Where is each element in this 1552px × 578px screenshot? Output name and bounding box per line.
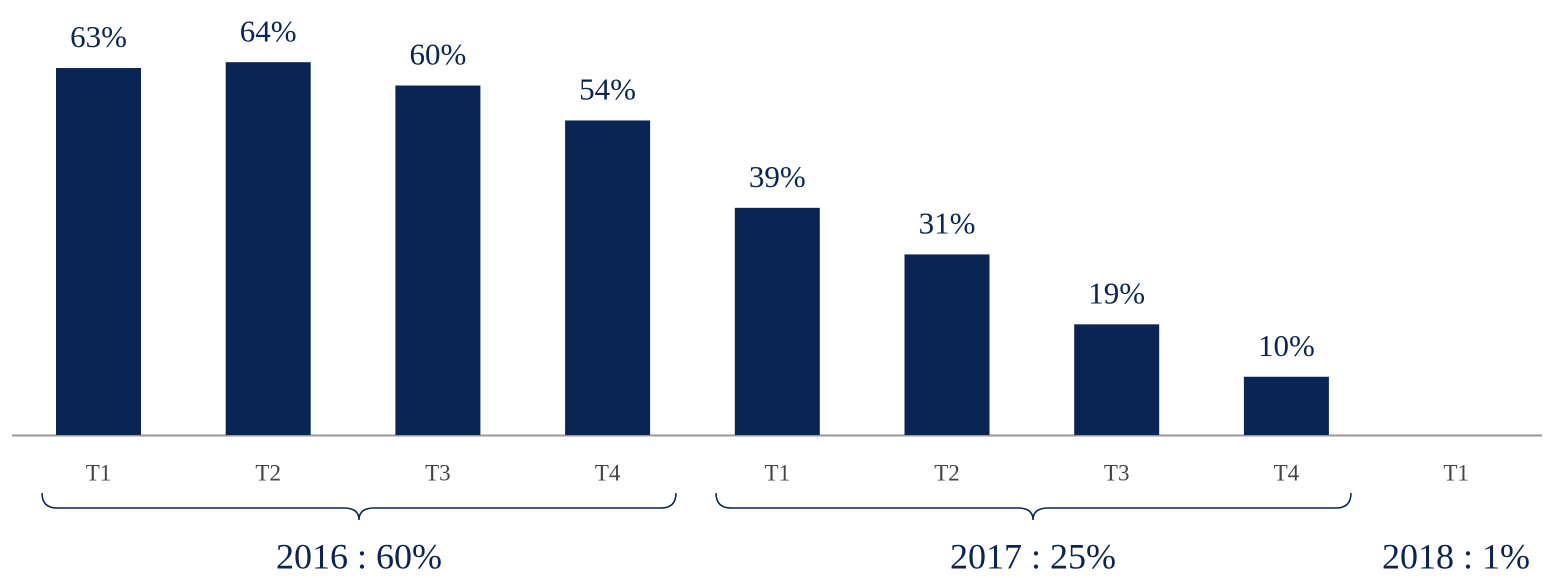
value-label: 39%	[749, 159, 806, 194]
bar	[225, 62, 311, 435]
value-label: 63%	[70, 19, 127, 54]
value-label: 54%	[579, 72, 636, 107]
group-brace	[41, 492, 677, 521]
bar	[56, 68, 141, 436]
group-label: 2016 : 60%	[276, 536, 442, 576]
bar	[395, 85, 481, 435]
x-tick-label: T1	[1443, 460, 1469, 485]
x-tick-label: T3	[1104, 460, 1130, 485]
bar	[1074, 324, 1160, 435]
bar	[1243, 376, 1329, 435]
group-label: 2017 : 25%	[950, 536, 1116, 576]
value-label: 31%	[919, 206, 976, 241]
x-tick-label: T1	[86, 460, 112, 485]
x-tick-label: T4	[595, 460, 621, 485]
group-brace	[715, 492, 1352, 521]
group-label: 2018 : 1%	[1382, 536, 1530, 576]
bar	[565, 120, 651, 435]
x-tick-label: T3	[425, 460, 451, 485]
bar	[904, 254, 990, 435]
x-tick-label: T2	[934, 460, 960, 485]
x-tick-label: T1	[765, 460, 791, 485]
value-label: 10%	[1258, 328, 1315, 363]
x-tick-label: T2	[255, 460, 281, 485]
value-label: 19%	[1088, 275, 1145, 310]
bar	[734, 207, 820, 435]
x-tick-label: T4	[1274, 460, 1300, 485]
value-label: 60%	[409, 37, 466, 72]
value-label: 64%	[240, 13, 297, 48]
